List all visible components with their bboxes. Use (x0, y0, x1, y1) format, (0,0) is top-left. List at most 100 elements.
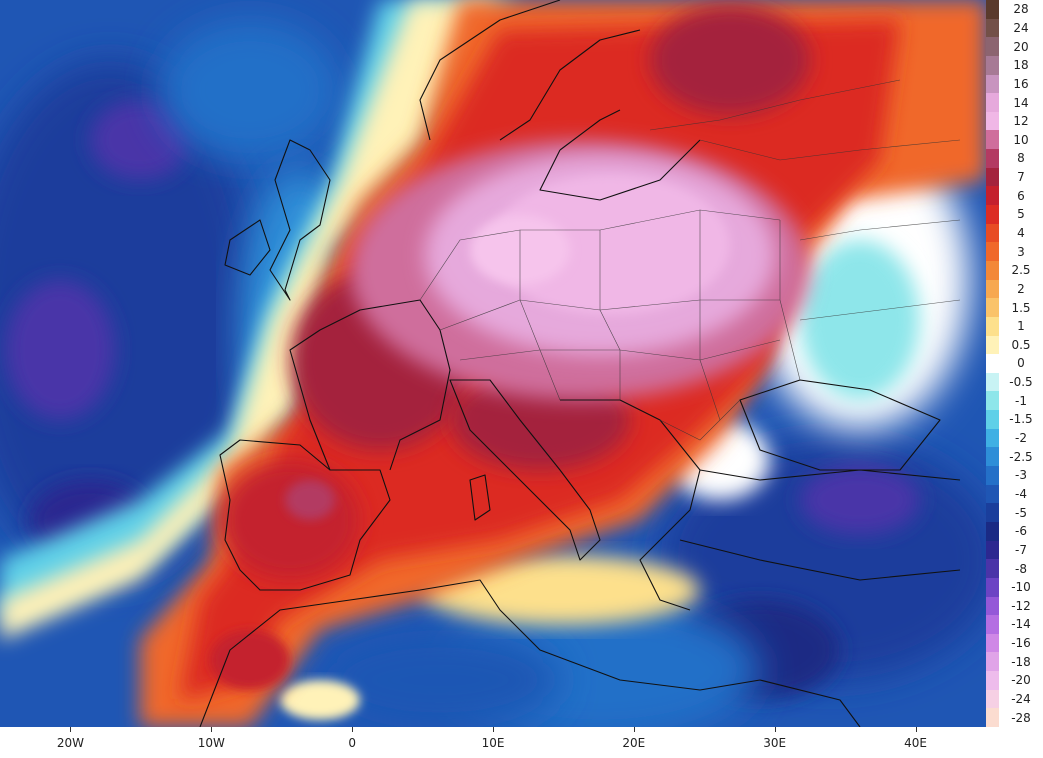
legend-label: 1.5 (1011, 300, 1031, 315)
legend-label: -14 (1011, 617, 1031, 632)
legend-swatch (986, 354, 999, 374)
legend-swatch (986, 652, 999, 672)
legend-swatch (986, 0, 999, 20)
legend-label: 4 (1017, 226, 1025, 240)
legend-label: 2.5 (1011, 263, 1031, 278)
legend-swatch (986, 410, 999, 430)
legend-entry: 0 (986, 354, 1043, 374)
legend-swatch (986, 577, 999, 597)
legend-swatch (986, 428, 999, 448)
legend-label: 28 (1013, 2, 1029, 17)
legend-label: -8 (1015, 561, 1027, 576)
legend-label: -3 (1015, 468, 1027, 483)
legend-entry: -2.5 (986, 447, 1043, 467)
legend-entry: 0.5 (986, 335, 1043, 355)
legend-label: 3 (1017, 244, 1025, 259)
legend-entry: 2 (986, 279, 1043, 299)
legend-entry: -4 (986, 484, 1043, 504)
legend-swatch (986, 167, 999, 187)
legend-swatch (986, 316, 999, 337)
legend-swatch (986, 540, 999, 560)
legend-label: 18 (1013, 58, 1029, 73)
legend-swatch (986, 689, 999, 709)
legend-entry: -24 (986, 689, 1043, 709)
legend-label: -4 (1015, 486, 1027, 501)
legend-label: 1 (1017, 319, 1025, 334)
legend-entry: 7 (986, 167, 1043, 187)
legend-label: 12 (1013, 114, 1029, 129)
legend-label: -2 (1015, 431, 1027, 446)
legend-label: -10 (1011, 580, 1031, 595)
x-tick-mark (211, 727, 213, 732)
legend-label: -24 (1011, 692, 1031, 707)
legend-entry: -8 (986, 559, 1043, 579)
legend-swatch (986, 633, 999, 653)
legend-entry: -3 (986, 466, 1043, 486)
legend-swatch (986, 484, 999, 504)
country-borders (419, 79, 961, 441)
legend-entry: 1.5 (986, 298, 1043, 318)
legend-entry: 12 (986, 111, 1043, 131)
x-tick-mark (493, 727, 494, 732)
x-tick-label: 10E (481, 736, 505, 750)
legend-entry: 6 (986, 186, 1043, 206)
anomaly-map[interactable] (0, 0, 986, 727)
legend-label: 2 (1017, 281, 1025, 296)
legend-label: -5 (1015, 505, 1027, 520)
legend-swatch (986, 149, 999, 169)
legend-label: 14 (1013, 95, 1029, 110)
legend-entry: 8 (986, 149, 1043, 169)
legend-entry: 3 (986, 242, 1043, 262)
legend-swatch (986, 93, 999, 113)
legend-label: 20 (1013, 39, 1029, 54)
neutral-anomaly-band (0, 0, 970, 720)
hot-core-anomaly (350, 140, 810, 400)
legend-entry: 4 (986, 223, 1043, 243)
legend-swatch (986, 260, 999, 281)
legend-swatch (986, 279, 999, 299)
legend-label: 6 (1017, 188, 1025, 203)
legend-swatch (986, 130, 999, 150)
legend-swatch (986, 74, 999, 94)
legend-entry: 28 (986, 0, 1043, 20)
legend-swatch (986, 242, 999, 262)
legend-entry: 16 (986, 74, 1043, 94)
legend-entry: 20 (986, 37, 1043, 57)
x-tick-mark (633, 727, 635, 732)
legend-label: 0 (1017, 356, 1025, 371)
legend-label: 10 (1013, 132, 1029, 147)
legend-entry: -16 (986, 633, 1043, 653)
legend-entry: -28 (986, 708, 1043, 728)
legend-entry: 14 (986, 93, 1043, 113)
legend-label: -28 (1011, 710, 1031, 725)
legend-swatch (986, 596, 999, 616)
legend-entry: -12 (986, 596, 1043, 616)
legend-entry: -14 (986, 615, 1043, 635)
x-tick-label: 20W (56, 736, 84, 750)
legend-label: -20 (1011, 673, 1031, 688)
legend-label: -0.5 (1009, 375, 1033, 390)
legend-label: -6 (1015, 524, 1027, 539)
legend-swatch (986, 186, 999, 206)
x-tick-label: 40E (904, 736, 927, 750)
legend-label: 8 (1017, 151, 1025, 166)
legend-swatch (986, 298, 999, 318)
legend-label: 16 (1013, 76, 1029, 91)
longitude-axis: 20W 10W 0 10E 20E 30E 40E (0, 727, 986, 758)
legend-swatch (986, 708, 999, 728)
legend-entry: -6 (986, 521, 1043, 542)
legend-label: -18 (1011, 654, 1031, 669)
legend-entry: -10 (986, 577, 1043, 597)
legend-entry: -7 (986, 540, 1043, 560)
x-tick-mark (774, 727, 776, 732)
legend-swatch (986, 447, 999, 467)
legend-swatch (986, 223, 999, 243)
x-tick-mark (352, 727, 354, 732)
legend-label: 24 (1013, 20, 1029, 35)
legend-label: 5 (1017, 207, 1025, 222)
legend-swatch (986, 205, 999, 225)
legend-entry: -1 (986, 391, 1043, 411)
legend-entry: -1.5 (986, 410, 1043, 430)
legend-swatch (986, 55, 999, 76)
legend-entry: -18 (986, 652, 1043, 672)
